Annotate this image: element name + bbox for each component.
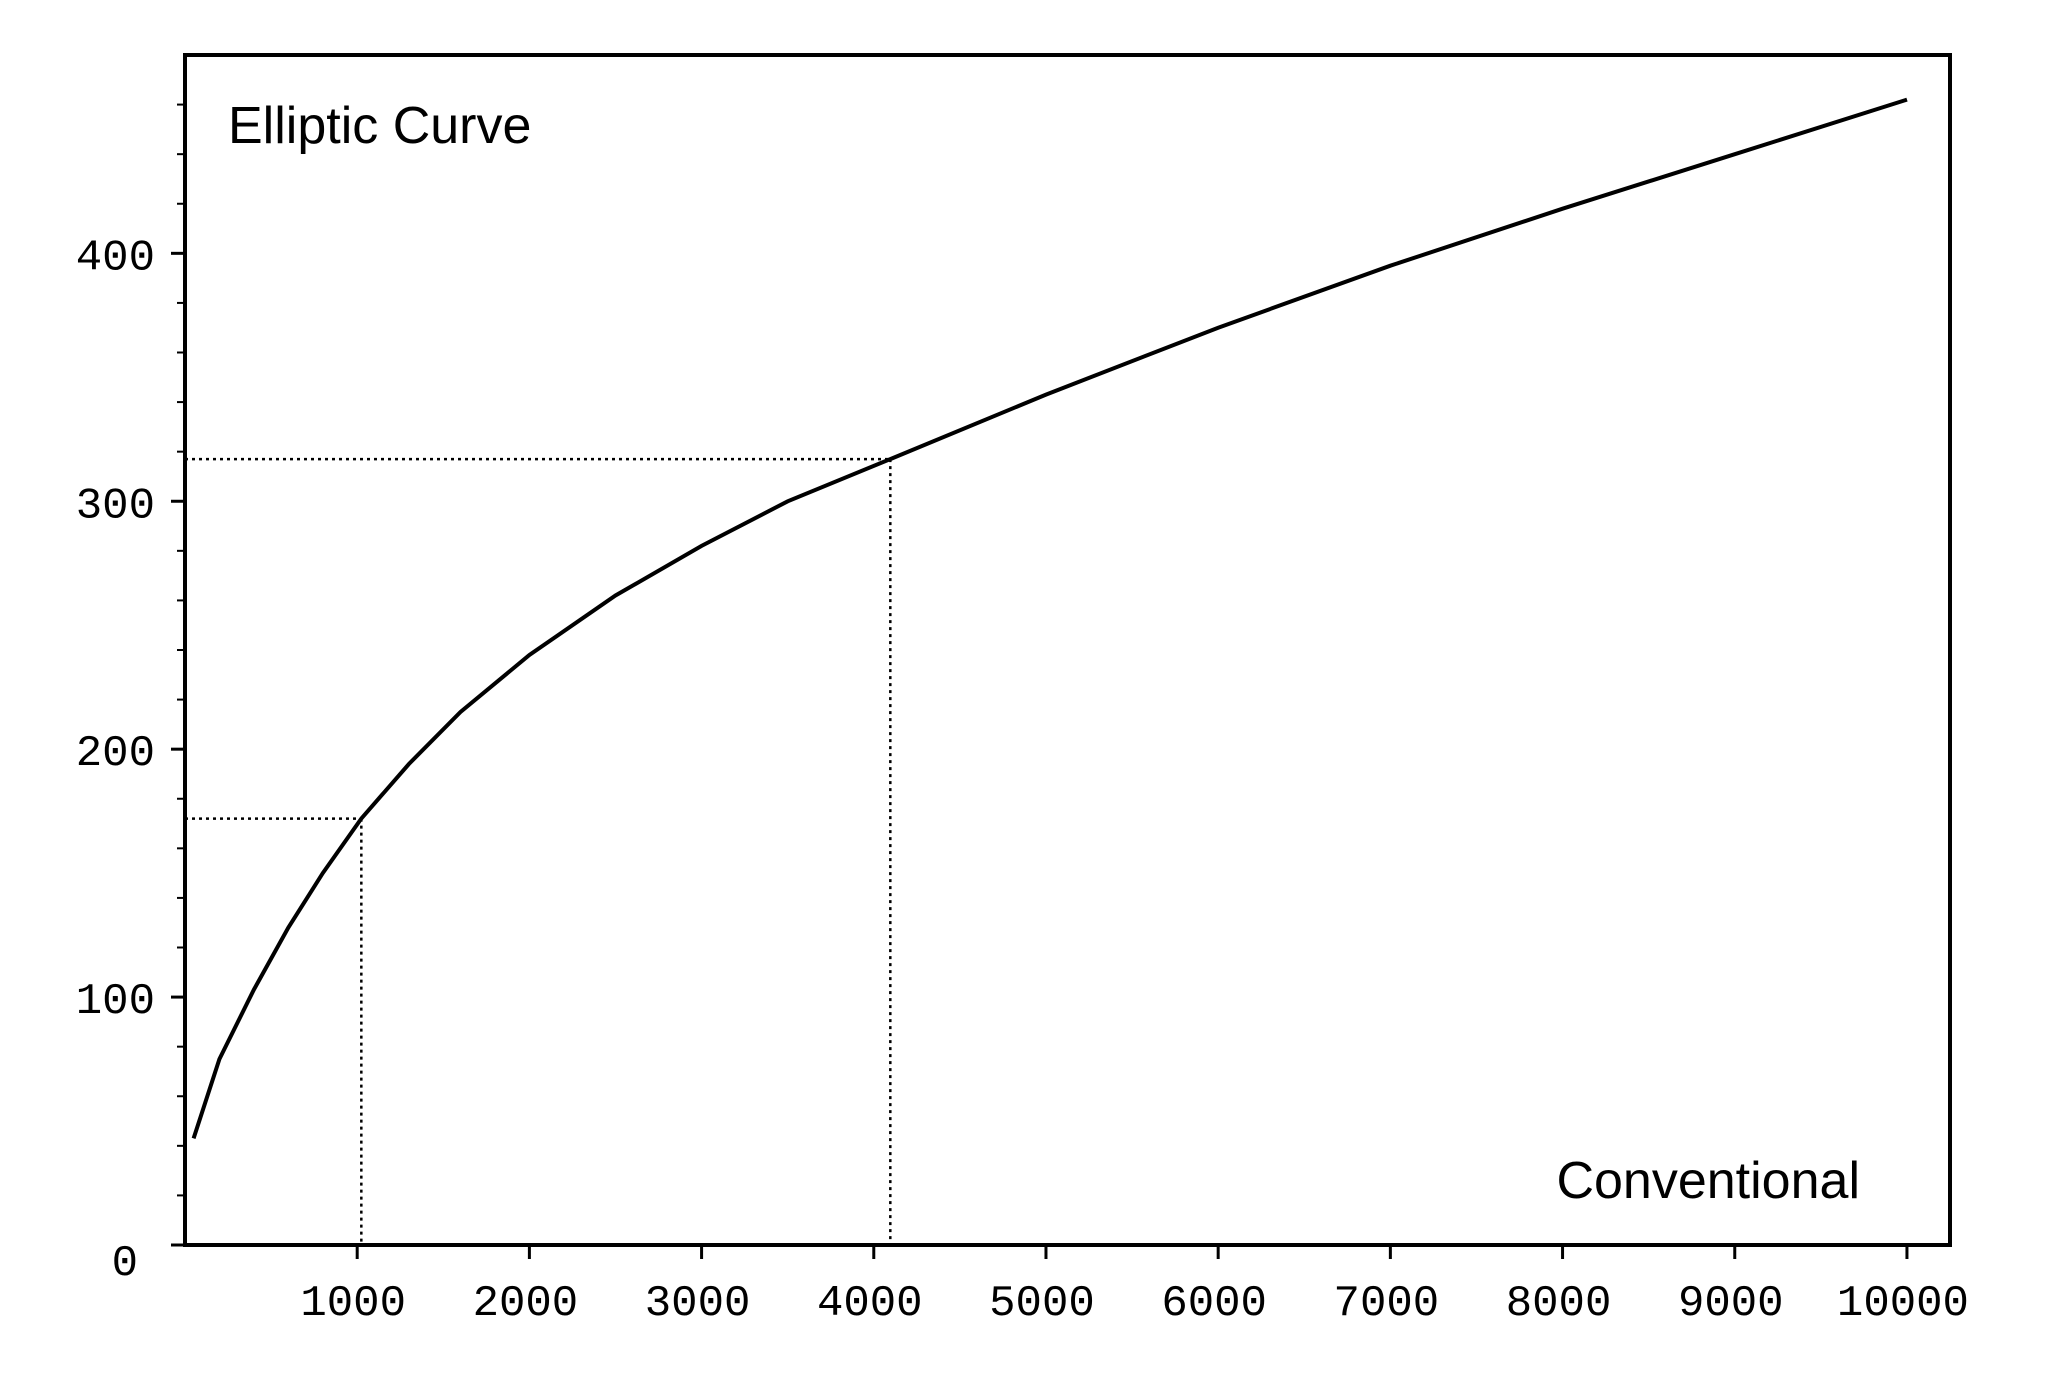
- x-tick-label: 8000: [1506, 1279, 1612, 1329]
- x-tick-label: 7000: [1334, 1279, 1440, 1329]
- x-axis-label: Conventional: [1556, 1152, 1860, 1210]
- x-tick-label: 10000: [1837, 1279, 1969, 1329]
- x-axis-ticks: 1000 2000 3000 4000 5000 6000 7000 8000 9000 1000…: [300, 1245, 1969, 1329]
- x-tick-label: 1000: [300, 1279, 406, 1329]
- y-axis-label: Elliptic Curve: [228, 97, 531, 155]
- reference-lines: [185, 457, 892, 1245]
- x-tick-label: 3000: [645, 1279, 751, 1329]
- x-tick-label: 2000: [473, 1279, 579, 1329]
- y-tick-label: 200: [76, 729, 155, 779]
- y-axis-ticks: 0 100 200 300 400: [76, 233, 185, 1289]
- y-tick-label: 0: [112, 1239, 138, 1289]
- y-tick-label: 300: [76, 481, 155, 531]
- plot-frame: [183, 53, 1952, 1247]
- x-tick-label: 5000: [989, 1279, 1095, 1329]
- series-line: [191, 97, 1908, 1140]
- y-tick-label: 400: [76, 233, 155, 283]
- x-tick-label: 6000: [1161, 1279, 1267, 1329]
- x-tick-label: 4000: [817, 1279, 923, 1329]
- y-tick-label: 100: [76, 977, 155, 1027]
- x-tick-label: 9000: [1678, 1279, 1784, 1329]
- y-minor-ticks: [177, 103, 185, 1197]
